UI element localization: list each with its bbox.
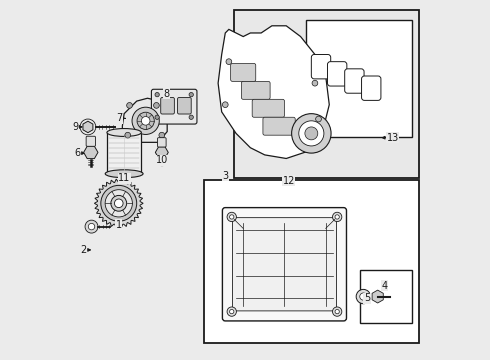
Text: 6: 6 [74,148,81,158]
Circle shape [189,93,194,97]
Ellipse shape [107,129,141,136]
FancyBboxPatch shape [222,208,346,321]
Circle shape [292,114,331,153]
Circle shape [105,190,132,217]
Circle shape [335,215,339,219]
Polygon shape [372,290,383,303]
FancyBboxPatch shape [242,81,270,99]
Text: 7: 7 [116,113,122,123]
Circle shape [115,199,123,208]
Text: 4: 4 [382,281,388,291]
Circle shape [137,112,154,130]
FancyBboxPatch shape [157,138,166,147]
Circle shape [227,307,236,316]
Circle shape [299,121,324,146]
Circle shape [189,115,194,120]
FancyBboxPatch shape [344,69,364,93]
Text: 8: 8 [164,89,170,99]
Bar [234,10,419,178]
FancyBboxPatch shape [86,136,96,146]
Circle shape [333,307,342,316]
Text: 2: 2 [80,245,87,255]
Circle shape [111,195,126,211]
FancyBboxPatch shape [232,218,337,311]
Circle shape [222,102,228,108]
Text: 11: 11 [118,173,130,183]
Text: 13: 13 [387,133,399,143]
Circle shape [316,116,321,122]
Circle shape [360,293,367,300]
FancyBboxPatch shape [327,62,347,86]
Circle shape [98,183,140,224]
Bar [360,270,412,323]
Text: 3: 3 [222,171,228,181]
Circle shape [312,80,318,86]
Polygon shape [95,179,143,228]
Circle shape [230,310,234,314]
Bar [107,132,141,174]
Circle shape [125,132,131,138]
FancyBboxPatch shape [177,98,191,114]
Circle shape [101,185,137,221]
Circle shape [230,215,234,219]
Circle shape [159,132,165,138]
Text: 5: 5 [364,293,370,303]
Polygon shape [84,146,98,159]
Circle shape [155,115,159,120]
Polygon shape [155,147,168,158]
FancyBboxPatch shape [151,89,197,124]
FancyBboxPatch shape [362,76,381,100]
Text: 1: 1 [116,220,122,230]
Polygon shape [218,26,329,158]
Bar [204,180,419,343]
Circle shape [335,310,339,314]
Text: 9: 9 [72,122,78,132]
Circle shape [356,289,370,304]
Circle shape [226,59,232,64]
Circle shape [126,103,132,108]
Circle shape [132,107,159,134]
Text: 10: 10 [156,155,168,165]
Text: 12: 12 [283,176,295,186]
Circle shape [305,127,318,140]
FancyBboxPatch shape [263,117,295,135]
Circle shape [333,212,342,222]
Circle shape [153,103,159,108]
Ellipse shape [105,170,143,178]
Circle shape [88,224,95,230]
Circle shape [227,212,236,222]
FancyBboxPatch shape [231,63,256,81]
Bar [306,21,412,137]
Circle shape [85,220,98,233]
Circle shape [155,93,159,97]
FancyBboxPatch shape [311,54,331,79]
Polygon shape [122,98,167,142]
Polygon shape [83,121,93,133]
Circle shape [141,117,150,125]
FancyBboxPatch shape [252,99,285,117]
FancyBboxPatch shape [161,98,174,114]
